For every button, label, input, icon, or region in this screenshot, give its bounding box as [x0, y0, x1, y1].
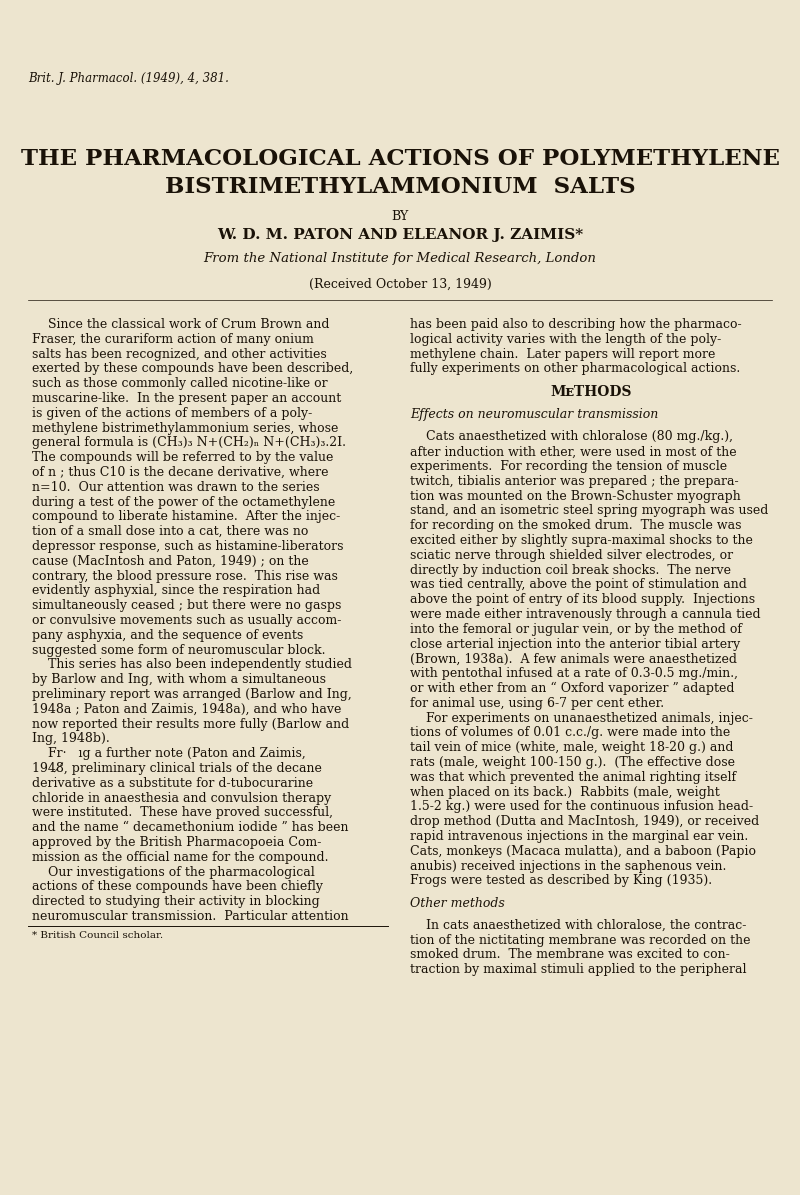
- Text: pany asphyxia, and the sequence of events: pany asphyxia, and the sequence of event…: [32, 629, 303, 642]
- Text: cause (MacIntosh and Paton, 1949) ; on the: cause (MacIntosh and Paton, 1949) ; on t…: [32, 554, 309, 568]
- Text: stand, and an isometric steel spring myograph was used: stand, and an isometric steel spring myo…: [410, 504, 768, 517]
- Text: by Barlow and Ing, with whom a simultaneous: by Barlow and Ing, with whom a simultane…: [32, 673, 326, 686]
- Text: mission as the official name for the compound.: mission as the official name for the com…: [32, 851, 329, 864]
- Text: twitch, tibialis anterior was prepared ; the prepara-: twitch, tibialis anterior was prepared ;…: [410, 474, 738, 488]
- Text: (Brown, 1938a).  A few animals were anaesthetized: (Brown, 1938a). A few animals were anaes…: [410, 652, 737, 666]
- Text: chloride in anaesthesia and convulsion therapy: chloride in anaesthesia and convulsion t…: [32, 791, 331, 804]
- Text: Cats anaesthetized with chloralose (80 mg./kg.),: Cats anaesthetized with chloralose (80 m…: [410, 430, 733, 443]
- Text: close arterial injection into the anterior tibial artery: close arterial injection into the anteri…: [410, 638, 740, 651]
- Text: during a test of the power of the octamethylene: during a test of the power of the octame…: [32, 496, 335, 509]
- Text: simultaneously ceased ; but there were no gasps: simultaneously ceased ; but there were n…: [32, 599, 342, 612]
- Text: THE PHARMACOLOGICAL ACTIONS OF POLYMETHYLENE: THE PHARMACOLOGICAL ACTIONS OF POLYMETHY…: [21, 148, 779, 170]
- Text: The compounds will be referred to by the value: The compounds will be referred to by the…: [32, 452, 334, 464]
- Text: tail vein of mice (white, male, weight 18-20 g.) and: tail vein of mice (white, male, weight 1…: [410, 741, 734, 754]
- Text: * British Council scholar.: * British Council scholar.: [32, 931, 163, 939]
- Text: such as those commonly called nicotine-like or: such as those commonly called nicotine-l…: [32, 378, 328, 391]
- Text: depressor response, such as histamine-liberators: depressor response, such as histamine-li…: [32, 540, 343, 553]
- Text: W. D. M. PATON AND ELEANOR J. ZAIMIS*: W. D. M. PATON AND ELEANOR J. ZAIMIS*: [217, 228, 583, 243]
- Text: 1948a ; Paton and Zaimis, 1948a), and who have: 1948a ; Paton and Zaimis, 1948a), and wh…: [32, 703, 342, 716]
- Text: actions of these compounds have been chiefly: actions of these compounds have been chi…: [32, 881, 323, 894]
- Text: general formula is (CH₃)₃ N+(CH₂)ₙ N+(CH₃)₃.2I.: general formula is (CH₃)₃ N+(CH₂)ₙ N+(CH…: [32, 436, 346, 449]
- Text: rapid intravenous injections in the marginal ear vein.: rapid intravenous injections in the marg…: [410, 831, 748, 844]
- Text: directed to studying their activity in blocking: directed to studying their activity in b…: [32, 895, 320, 908]
- Text: was tied centrally, above the point of stimulation and: was tied centrally, above the point of s…: [410, 578, 747, 592]
- Text: were instituted.  These have proved successful,: were instituted. These have proved succe…: [32, 807, 333, 820]
- Text: Fraser, the curariform action of many onium: Fraser, the curariform action of many on…: [32, 332, 314, 345]
- Text: suggested some form of neuromuscular block.: suggested some form of neuromuscular blo…: [32, 644, 326, 656]
- Text: Frogs were tested as described by King (1935).: Frogs were tested as described by King (…: [410, 875, 712, 888]
- Text: neuromuscular transmission.  Particular attention: neuromuscular transmission. Particular a…: [32, 911, 349, 923]
- Text: traction by maximal stimuli applied to the peripheral: traction by maximal stimuli applied to t…: [410, 963, 746, 976]
- Text: Effects on neuromuscular transmission: Effects on neuromuscular transmission: [410, 409, 658, 422]
- Text: of n ; thus C10 is the decane derivative, where: of n ; thus C10 is the decane derivative…: [32, 466, 329, 479]
- Text: 1948̸̸, preliminary clinical trials of the decane: 1948̸̸, preliminary clinical trials of t…: [32, 762, 322, 776]
- Text: preliminary report was arranged (Barlow and Ing,: preliminary report was arranged (Barlow …: [32, 688, 352, 701]
- Text: tion of the nictitating membrane was recorded on the: tion of the nictitating membrane was rec…: [410, 933, 750, 946]
- Text: Other methods: Other methods: [410, 896, 505, 909]
- Text: derivative as a substitute for d-tubocurarine: derivative as a substitute for d-tubocur…: [32, 777, 313, 790]
- Text: Brit. J. Pharmacol. (1949), 4, 381.: Brit. J. Pharmacol. (1949), 4, 381.: [28, 72, 229, 85]
- Text: Fr·   ıg a further note (Paton and Zaimis,: Fr· ıg a further note (Paton and Zaimis,: [32, 747, 306, 760]
- Text: 1.5-2 kg.) were used for the continuous infusion head-: 1.5-2 kg.) were used for the continuous …: [410, 801, 753, 814]
- Text: excited either by slightly supra-maximal shocks to the: excited either by slightly supra-maximal…: [410, 534, 753, 547]
- Text: This series has also been independently studied: This series has also been independently …: [32, 658, 352, 672]
- Text: For experiments on unanaesthetized animals, injec-: For experiments on unanaesthetized anima…: [410, 712, 753, 724]
- Text: contrary, the blood pressure rose.  This rise was: contrary, the blood pressure rose. This …: [32, 570, 338, 583]
- Text: tion of a small dose into a cat, there was no: tion of a small dose into a cat, there w…: [32, 525, 308, 538]
- Text: rats (male, weight 100-150 g.).  (The effective dose: rats (male, weight 100-150 g.). (The eff…: [410, 756, 735, 770]
- Text: compound to liberate histamine.  After the injec-: compound to liberate histamine. After th…: [32, 510, 340, 523]
- Text: From the National Institute for Medical Research, London: From the National Institute for Medical …: [203, 252, 597, 265]
- Text: or with ether from an “ Oxford vaporizer ” adapted: or with ether from an “ Oxford vaporizer…: [410, 682, 734, 695]
- Text: fully experiments on other pharmacological actions.: fully experiments on other pharmacologic…: [410, 362, 740, 375]
- Text: (Received October 13, 1949): (Received October 13, 1949): [309, 278, 491, 292]
- Text: experiments.  For recording the tension of muscle: experiments. For recording the tension o…: [410, 460, 727, 473]
- Text: tions of volumes of 0.01 c.c./g. were made into the: tions of volumes of 0.01 c.c./g. were ma…: [410, 727, 730, 740]
- Text: Our investigations of the pharmacological: Our investigations of the pharmacologica…: [32, 865, 314, 878]
- Text: muscarine-like.  In the present paper an account: muscarine-like. In the present paper an …: [32, 392, 342, 405]
- Text: is given of the actions of members of a poly-: is given of the actions of members of a …: [32, 406, 312, 419]
- Text: salts has been recognized, and other activities: salts has been recognized, and other act…: [32, 348, 326, 361]
- Text: has been paid also to describing how the pharmaco-: has been paid also to describing how the…: [410, 318, 742, 331]
- Text: In cats anaesthetized with chloralose, the contrac-: In cats anaesthetized with chloralose, t…: [410, 919, 746, 932]
- Text: methylene bistrimethylammonium series, whose: methylene bistrimethylammonium series, w…: [32, 422, 338, 435]
- Text: Ing, 1948b).: Ing, 1948b).: [32, 733, 110, 746]
- Text: after induction with ether, were used in most of the: after induction with ether, were used in…: [410, 446, 737, 458]
- Text: approved by the British Pharmacopoeia Com-: approved by the British Pharmacopoeia Co…: [32, 836, 322, 848]
- Text: anubis) received injections in the saphenous vein.: anubis) received injections in the saphe…: [410, 859, 726, 872]
- Text: BY: BY: [391, 210, 409, 223]
- Text: with pentothal infused at a rate of 0.3-0.5 mg./min.,: with pentothal infused at a rate of 0.3-…: [410, 667, 738, 680]
- Text: evidently asphyxial, since the respiration had: evidently asphyxial, since the respirati…: [32, 584, 320, 598]
- Text: above the point of entry of its blood supply.  Injections: above the point of entry of its blood su…: [410, 593, 755, 606]
- Text: for animal use, using 6-7 per cent ether.: for animal use, using 6-7 per cent ether…: [410, 697, 664, 710]
- Text: and the name “ decamethonium iodide ” has been: and the name “ decamethonium iodide ” ha…: [32, 821, 349, 834]
- Text: into the femoral or jugular vein, or by the method of: into the femoral or jugular vein, or by …: [410, 623, 742, 636]
- Text: now reported their results more fully (Barlow and: now reported their results more fully (B…: [32, 718, 350, 730]
- Text: Cats, monkeys (Macaca mulatta), and a baboon (Papio: Cats, monkeys (Macaca mulatta), and a ba…: [410, 845, 756, 858]
- Text: sciatic nerve through shielded silver electrodes, or: sciatic nerve through shielded silver el…: [410, 549, 733, 562]
- Text: when placed on its back.)  Rabbits (male, weight: when placed on its back.) Rabbits (male,…: [410, 785, 720, 798]
- Text: smoked drum.  The membrane was excited to con-: smoked drum. The membrane was excited to…: [410, 949, 730, 962]
- Text: for recording on the smoked drum.  The muscle was: for recording on the smoked drum. The mu…: [410, 520, 742, 532]
- Text: Since the classical work of Crum Brown and: Since the classical work of Crum Brown a…: [32, 318, 330, 331]
- Text: BISTRIMETHYLAMMONIUM  SALTS: BISTRIMETHYLAMMONIUM SALTS: [165, 176, 635, 198]
- Text: drop method (Dutta and MacIntosh, 1949), or received: drop method (Dutta and MacIntosh, 1949),…: [410, 815, 759, 828]
- Text: directly by induction coil break shocks.  The nerve: directly by induction coil break shocks.…: [410, 564, 731, 577]
- Text: tion was mounted on the Brown-Schuster myograph: tion was mounted on the Brown-Schuster m…: [410, 490, 741, 503]
- Text: was that which prevented the animal righting itself: was that which prevented the animal righ…: [410, 771, 736, 784]
- Text: logical activity varies with the length of the poly-: logical activity varies with the length …: [410, 332, 722, 345]
- Text: or convulsive movements such as usually accom-: or convulsive movements such as usually …: [32, 614, 342, 627]
- Text: exerted by these compounds have been described,: exerted by these compounds have been des…: [32, 362, 354, 375]
- Text: were made either intravenously through a cannula tied: were made either intravenously through a…: [410, 608, 761, 621]
- Text: methylene chain.  Later papers will report more: methylene chain. Later papers will repor…: [410, 348, 715, 361]
- Text: MᴇTHODS: MᴇTHODS: [550, 385, 632, 399]
- Text: n=10.  Our attention was drawn to the series: n=10. Our attention was drawn to the ser…: [32, 480, 320, 494]
